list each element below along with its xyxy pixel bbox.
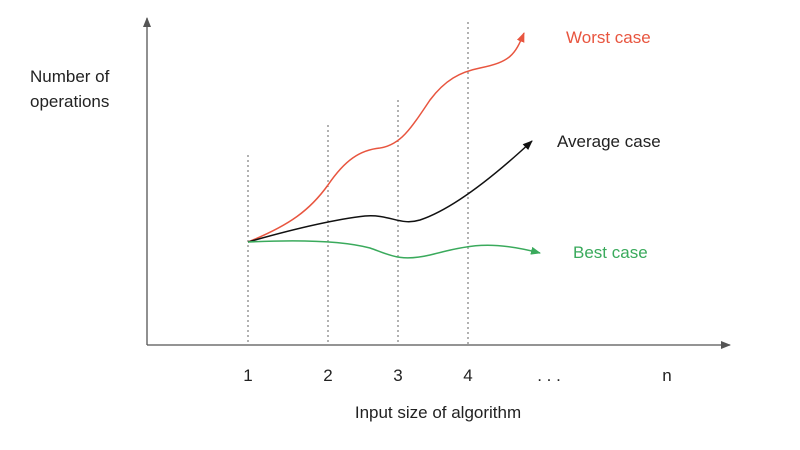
curve-label: Average case <box>557 132 661 151</box>
curve-label: Worst case <box>566 28 651 47</box>
average-curve <box>247 140 533 243</box>
x-tick-label: . . . <box>537 366 561 385</box>
x-axis-label: Input size of algorithm <box>355 403 521 422</box>
y-axis-label: operations <box>30 92 109 111</box>
best-curve <box>247 240 541 259</box>
y-axis-label: Number of <box>30 67 110 86</box>
x-tick-label: 4 <box>463 366 472 385</box>
x-tick-label: 1 <box>243 366 252 385</box>
x-tick-label: 2 <box>323 366 332 385</box>
curve-label: Best case <box>573 243 648 262</box>
x-tick-label: 3 <box>393 366 402 385</box>
worst-curve <box>247 32 525 243</box>
x-tick-label: n <box>662 366 671 385</box>
